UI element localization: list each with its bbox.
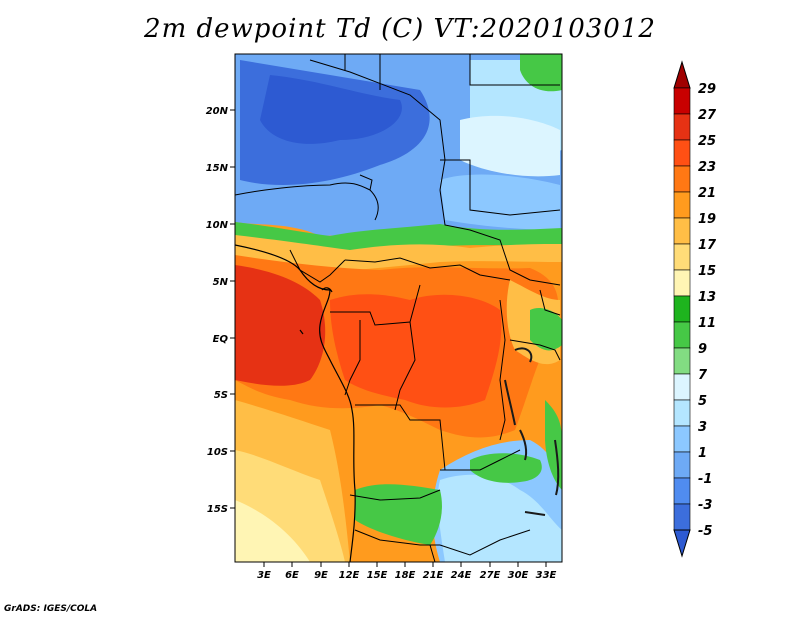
colorbar-label: -5: [698, 524, 712, 539]
dewpoint-field: [235, 54, 562, 562]
shade-congo-red: [330, 294, 502, 408]
lat-label: 15N: [206, 163, 229, 174]
lon-label: 6E: [285, 570, 299, 581]
colorbar: 29 27 25 23 21 19 17 15 13 11 9 7 5 3 1 -1 -3 -5: [673, 60, 717, 558]
colorbar-label: 5: [698, 394, 707, 409]
colorbar-box: [673, 295, 691, 323]
colorbar-label: 27: [698, 108, 717, 123]
lon-label: 33E: [536, 570, 557, 581]
colorbar-label: 9: [698, 342, 707, 357]
colorbar-box: [673, 243, 691, 271]
colorbar-box: [673, 217, 691, 245]
shade-nile-green: [520, 54, 562, 92]
shade-sudan-light: [440, 174, 560, 230]
colorbar-box: [673, 165, 691, 193]
lon-label: 24E: [451, 570, 472, 581]
coastline: [235, 244, 356, 562]
lon-label: 30E: [508, 570, 529, 581]
map-frame: [234, 53, 563, 563]
colorbar-label: 7: [698, 368, 708, 383]
shade-sahel-orange: [235, 235, 562, 272]
colorbar-label: 3: [698, 420, 707, 435]
colorbar-label: 21: [698, 186, 716, 201]
colorbar-label: 15: [698, 264, 716, 279]
colorbar-box: [673, 87, 691, 115]
colorbar-box: [673, 477, 691, 505]
colorbar-bottom-triangle: [673, 529, 691, 558]
colorbar-label: 29: [698, 82, 716, 97]
map-panel: [234, 53, 563, 563]
lat-label: EQ: [213, 334, 229, 345]
colorbar-box: [673, 269, 691, 297]
colorbar-box: [673, 425, 691, 453]
shade-malawi-green: [470, 453, 542, 483]
colorbar-label: 17: [698, 238, 717, 253]
colorbar-label: 19: [698, 212, 716, 227]
lat-label: 10S: [207, 447, 228, 458]
lon-label: 3E: [257, 570, 271, 581]
shade-cream: [235, 500, 310, 562]
colorbar-box: [673, 503, 691, 531]
colorbar-label: 13: [698, 290, 716, 305]
lat-label: 10N: [206, 220, 229, 231]
lat-label: 5N: [213, 277, 229, 288]
lon-label: 12E: [339, 570, 360, 581]
lat-label: 15S: [207, 504, 228, 515]
shade-sahara-darkest: [260, 75, 402, 144]
colorbar-box: [673, 139, 691, 167]
map-title: 2m dewpoint Td (C) VT:2020103012: [144, 14, 656, 44]
credit-text: GrADS: IGES/COLA: [4, 604, 98, 614]
colorbar-box: [673, 321, 691, 349]
colorbar-label: -3: [698, 498, 712, 513]
colorbar-box: [673, 191, 691, 219]
colorbar-top-triangle: [673, 60, 691, 89]
colorbar-label: 11: [698, 316, 716, 331]
country-borders: [235, 54, 561, 562]
colorbar-box: [673, 399, 691, 427]
colorbar-box: [673, 347, 691, 375]
lon-label: 9E: [314, 570, 328, 581]
shade-se-lightblue: [437, 474, 562, 562]
lon-axis: 3E 6E 9E 12E 15E 18E 21E 24E 27E 30E 33E: [257, 562, 557, 581]
colorbar-box: [673, 451, 691, 479]
lon-label: 15E: [367, 570, 388, 581]
lat-label: 5S: [214, 390, 228, 401]
colorbar-label: 23: [698, 160, 716, 175]
shade-gulf-red: [235, 265, 326, 386]
lon-label: 21E: [423, 570, 444, 581]
colorbar-label: -1: [698, 472, 712, 487]
colorbar-label: 1: [698, 446, 707, 461]
colorbar-label: 25: [698, 134, 716, 149]
lon-label: 27E: [480, 570, 501, 581]
shade-ethiopia-green: [530, 308, 562, 351]
colorbar-box: [673, 113, 691, 141]
lat-label: 20N: [206, 106, 229, 117]
lakes: [504, 347, 560, 516]
lat-axis: 20N 15N 10N 5N EQ 5S 10S 15S: [206, 106, 235, 515]
shade-cyan: [460, 115, 560, 177]
colorbar-box: [673, 373, 691, 401]
lon-label: 18E: [395, 570, 416, 581]
